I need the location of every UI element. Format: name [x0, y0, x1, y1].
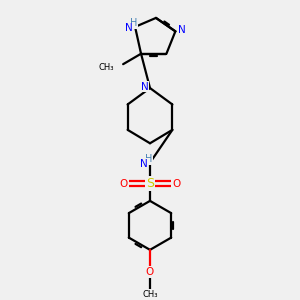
Text: CH₃: CH₃ [99, 63, 114, 72]
Text: N: N [141, 82, 148, 92]
Text: N: N [124, 23, 132, 33]
Text: CH₃: CH₃ [142, 290, 158, 299]
Text: N: N [178, 25, 186, 35]
Text: O: O [172, 178, 180, 189]
Text: H: H [130, 18, 137, 28]
Text: O: O [146, 267, 154, 277]
Text: N: N [140, 159, 147, 169]
Text: O: O [120, 178, 128, 189]
Text: S: S [146, 177, 154, 190]
Text: H: H [145, 154, 152, 164]
